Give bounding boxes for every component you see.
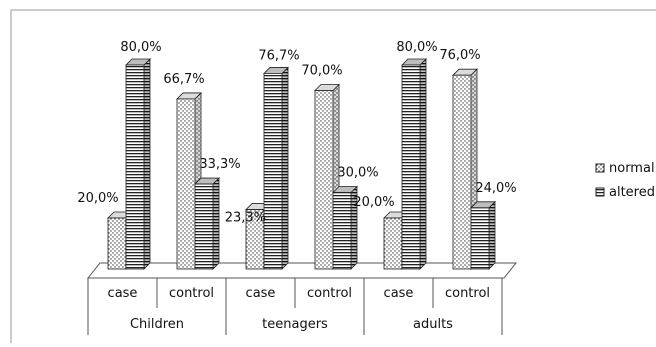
data-label-normal-5: 76,0% — [439, 48, 480, 63]
data-label-altered-4: 80,0% — [396, 40, 437, 55]
bar-altered-4 — [401, 58, 427, 270]
data-label-normal-3: 70,0% — [301, 64, 342, 79]
bar-front — [176, 98, 196, 270]
bar-altered-5 — [470, 200, 496, 270]
tick-label-2: case — [246, 286, 276, 301]
data-label-altered-5: 24,0% — [475, 181, 516, 196]
bar-front — [125, 64, 145, 270]
tick-label-3: control — [307, 286, 352, 301]
bars-layer — [107, 58, 496, 270]
data-label-altered-3: 30,0% — [337, 166, 378, 181]
legend-swatch-altered — [595, 187, 605, 197]
bar-side — [488, 200, 496, 270]
bar-side — [419, 58, 427, 270]
category-axis: case control case control case control Childre… — [87, 278, 503, 335]
bar-altered-0 — [125, 58, 151, 270]
bar-front — [401, 64, 421, 270]
data-label-altered-1: 33,3% — [199, 157, 240, 172]
bar-front — [332, 192, 352, 270]
tick-label-1: control — [169, 286, 214, 301]
group-label-1: teenagers — [262, 317, 328, 332]
legend-item-normal: normal — [595, 161, 655, 176]
legend-label-altered: altered — [609, 185, 655, 200]
chart-floor — [86, 262, 518, 279]
bar-side — [212, 177, 220, 270]
bar-front — [383, 217, 403, 270]
bar-front — [470, 207, 490, 270]
data-label-normal-0: 20,0% — [77, 191, 118, 206]
tick-label-5: control — [445, 286, 490, 301]
bar-altered-3 — [332, 185, 358, 270]
bar-front — [452, 74, 472, 270]
legend: normal altered — [595, 161, 655, 200]
bar-front — [263, 73, 283, 270]
bar-altered-2 — [263, 66, 289, 270]
data-label-normal-1: 66,7% — [163, 72, 204, 87]
bar-front — [194, 183, 214, 270]
bar-altered-1 — [194, 177, 220, 270]
bar-front — [107, 217, 127, 270]
data-labels-layer: 20,0% 80,0% 66,7% 33,3% 23,3% 76,7%70,0% 30,0%… — [77, 40, 516, 226]
legend-swatch-normal — [595, 163, 605, 173]
tick-label-0: case — [108, 286, 138, 301]
legend-item-altered: altered — [595, 185, 655, 200]
tick-label-4: case — [384, 286, 414, 301]
bar-side — [143, 58, 151, 270]
data-label-normal-4: 20,0% — [353, 195, 394, 210]
data-label-normal-2: 23,3% — [225, 211, 266, 226]
bar-side — [281, 66, 289, 270]
legend-label-normal: normal — [609, 161, 655, 176]
data-label-altered-0: 80,0% — [120, 40, 161, 55]
chart-frame — [10, 9, 656, 343]
group-label-2: adults — [413, 317, 453, 332]
data-label-altered-2: 76,7% — [258, 48, 299, 63]
bar-front — [314, 90, 334, 270]
group-label-0: Children — [130, 317, 184, 332]
chart-floor-plane — [86, 262, 518, 279]
